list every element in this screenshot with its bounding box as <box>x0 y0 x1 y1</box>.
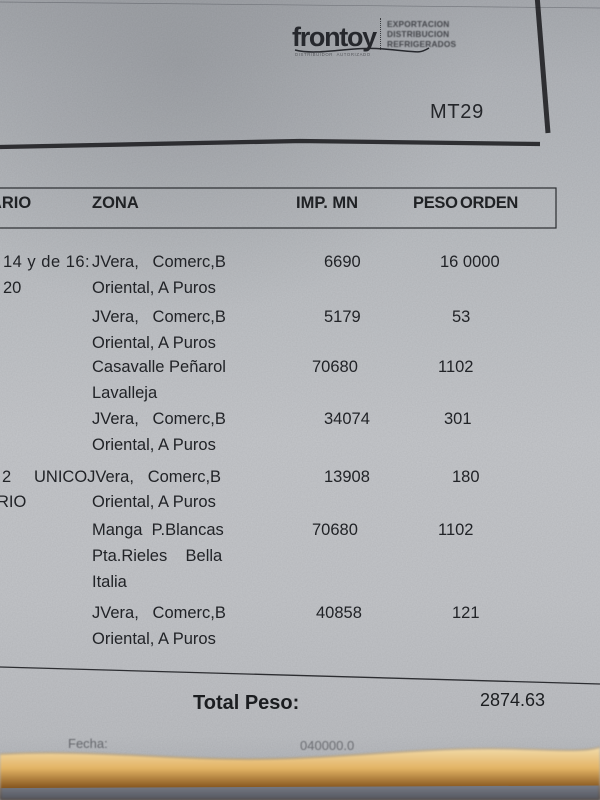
svg-text:040000.0: 040000.0 <box>300 738 354 753</box>
svg-text:frontoy: frontoy <box>292 22 377 52</box>
svg-text:Fecha:: Fecha: <box>68 736 108 751</box>
